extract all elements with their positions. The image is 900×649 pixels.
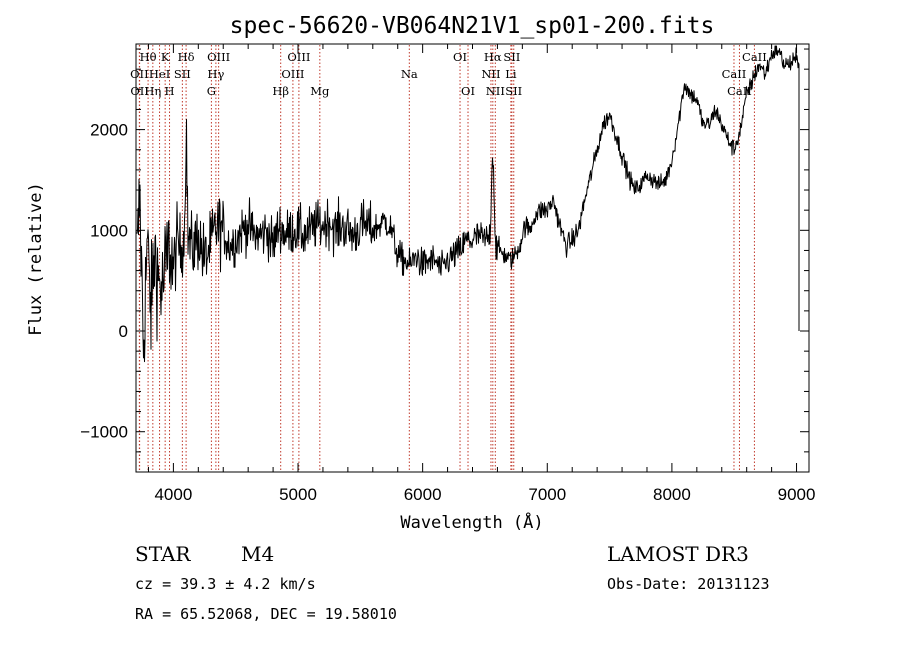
ra-dec: RA = 65.52068, DEC = 19.58010: [135, 605, 397, 623]
redshift-cz: cz = 39.3 ± 4.2 km/s: [135, 575, 316, 593]
y-tick-label: 0: [119, 322, 128, 341]
spectral-line-label: CaII: [742, 50, 767, 64]
spectral-line-label: Li: [505, 67, 517, 81]
spectral-line-markers: [138, 45, 755, 471]
spectral-line-label: OIII: [287, 50, 310, 64]
spectral-line-label: NII: [486, 84, 505, 98]
spectral-line-labels: Hθ OII OII K HeI Hη Hδ SII H OIII Hγ G OIII OIII Hβ Mg N…: [130, 50, 767, 98]
x-tick-label: 4000: [154, 485, 192, 504]
spectral-line-label: HeI: [149, 67, 170, 81]
spectral-line-label: G: [207, 84, 216, 98]
spectral-line-label: OI: [453, 50, 467, 64]
spectrum-line: [136, 45, 800, 363]
spectral-line-label: Hα: [484, 50, 502, 64]
spectral-line-label: Mg: [310, 84, 330, 98]
chart-title: spec-56620-VB064N21V1_sp01-200.fits: [230, 13, 715, 39]
x-tick-label: 6000: [404, 485, 442, 504]
x-tick-label: 9000: [778, 485, 816, 504]
spectral-line-label: OII: [130, 67, 149, 81]
spectral-line-label: H: [165, 84, 175, 98]
spectral-line-label: SII: [505, 84, 522, 98]
spectral-line-label: Hδ: [178, 50, 195, 64]
spectral-line-label: CaII: [727, 84, 752, 98]
observation-date: Obs-Date: 20131123: [607, 575, 770, 593]
spectral-line-label: Hθ: [140, 50, 157, 64]
spectral-line-label: NII: [481, 67, 500, 81]
spectrum-layer: [136, 45, 800, 363]
spectral-line-label: Na: [401, 67, 418, 81]
spectral-line-label: CaII: [722, 67, 747, 81]
y-tick-label: 1000: [90, 221, 128, 240]
x-tick-label: 8000: [653, 485, 691, 504]
y-tick-label: −1000: [80, 423, 128, 442]
spectral-line-label: Hη: [144, 84, 161, 98]
survey-name: LAMOST DR3: [607, 542, 749, 566]
x-axis-ticks: 4000 5000 6000 7000 8000 9000: [147, 44, 816, 504]
x-tick-label: 5000: [279, 485, 317, 504]
spectral-line-label: OIII: [207, 50, 230, 64]
spectral-line-label: OIII: [281, 67, 304, 81]
spectral-line-label: SII: [174, 67, 191, 81]
x-axis-label: Wavelength (Å): [400, 511, 543, 533]
y-axis-label: Flux (relative): [26, 182, 46, 336]
spectral-line-label: OI: [461, 84, 475, 98]
y-tick-label: 2000: [90, 121, 128, 140]
spectral-line-label: K: [161, 50, 170, 64]
object-subclass: M4: [241, 542, 274, 566]
plot-frame: [135, 43, 810, 473]
x-tick-label: 7000: [528, 485, 566, 504]
spectral-line-label: Hβ: [272, 84, 289, 98]
spectral-line-label: SII: [503, 50, 520, 64]
spectral-line-label: OII: [130, 84, 149, 98]
spectral-line-label: Hγ: [207, 67, 224, 81]
y-axis-ticks: −1000 0 1000 2000: [80, 48, 809, 453]
object-class: STAR: [135, 542, 191, 566]
